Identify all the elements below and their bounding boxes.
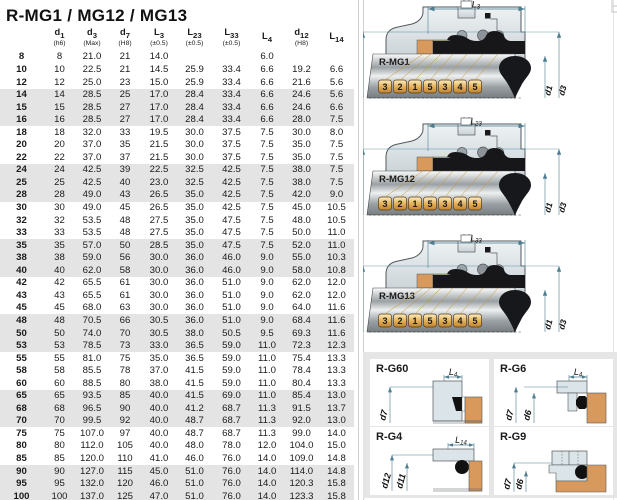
svg-text:3: 3 bbox=[382, 316, 387, 326]
svg-text:R-G60: R-G60 bbox=[376, 363, 408, 375]
svg-text:5: 5 bbox=[427, 82, 432, 92]
svg-text:L4: L4 bbox=[574, 367, 583, 378]
svg-text:2: 2 bbox=[397, 199, 402, 209]
svg-text:d3: d3 bbox=[556, 201, 568, 213]
svg-text:d7: d7 bbox=[501, 477, 514, 491]
svg-text:1: 1 bbox=[412, 199, 417, 209]
svg-text:d1: d1 bbox=[542, 84, 554, 96]
svg-text:3: 3 bbox=[442, 316, 447, 326]
svg-text:R-MG13: R-MG13 bbox=[379, 291, 415, 302]
svg-text:R-G9: R-G9 bbox=[500, 431, 526, 443]
svg-text:R-MG1: R-MG1 bbox=[379, 57, 410, 68]
svg-text:d6: d6 bbox=[513, 477, 526, 491]
svg-text:d7: d7 bbox=[503, 408, 516, 422]
svg-text:5: 5 bbox=[472, 316, 477, 326]
svg-text:1: 1 bbox=[412, 316, 417, 326]
svg-text:d11: d11 bbox=[394, 473, 408, 490]
svg-text:R-G6: R-G6 bbox=[500, 363, 526, 375]
svg-text:d1: d1 bbox=[542, 201, 554, 213]
svg-text:5: 5 bbox=[472, 82, 477, 92]
svg-text:1: 1 bbox=[412, 82, 417, 92]
svg-text:d3: d3 bbox=[556, 318, 568, 330]
svg-text:L14: L14 bbox=[455, 435, 467, 446]
svg-text:5: 5 bbox=[427, 199, 432, 209]
svg-text:d1: d1 bbox=[542, 318, 554, 330]
svg-text:d3: d3 bbox=[556, 84, 568, 96]
svg-text:4: 4 bbox=[457, 199, 462, 209]
svg-text:R-MG12: R-MG12 bbox=[379, 174, 415, 185]
svg-text:L3: L3 bbox=[472, 0, 481, 11]
svg-text:4: 4 bbox=[457, 316, 462, 326]
svg-text:2: 2 bbox=[397, 316, 402, 326]
svg-text:L4: L4 bbox=[449, 367, 458, 378]
svg-text:4: 4 bbox=[457, 82, 462, 92]
svg-text:5: 5 bbox=[427, 316, 432, 326]
svg-text:d6: d6 bbox=[521, 408, 534, 422]
svg-text:5: 5 bbox=[472, 199, 477, 209]
svg-text:2: 2 bbox=[397, 82, 402, 92]
svg-text:L23: L23 bbox=[470, 117, 482, 128]
svg-text:3: 3 bbox=[442, 82, 447, 92]
svg-text:R-G4: R-G4 bbox=[376, 431, 403, 443]
svg-text:d12: d12 bbox=[379, 472, 393, 490]
svg-text:3: 3 bbox=[442, 199, 447, 209]
svg-text:3: 3 bbox=[382, 199, 387, 209]
svg-text:L33: L33 bbox=[470, 234, 482, 245]
svg-text:3: 3 bbox=[382, 82, 387, 92]
svg-text:d7: d7 bbox=[377, 408, 390, 422]
